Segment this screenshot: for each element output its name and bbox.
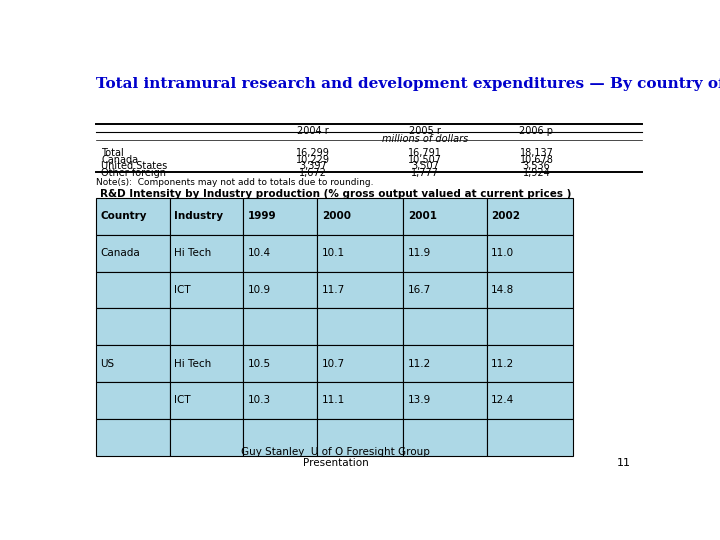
Text: 11.0: 11.0: [491, 248, 514, 258]
Text: United States: United States: [101, 161, 168, 171]
Text: 11.9: 11.9: [408, 248, 431, 258]
Text: 2002: 2002: [491, 211, 521, 221]
Text: 2000: 2000: [322, 211, 351, 221]
Text: 2004 r: 2004 r: [297, 125, 329, 136]
Text: 11.1: 11.1: [322, 395, 345, 406]
Text: 3,507: 3,507: [411, 161, 438, 171]
Bar: [169, 382, 243, 419]
Bar: [169, 308, 243, 345]
Bar: [403, 345, 487, 382]
Text: Canada: Canada: [100, 248, 140, 258]
Bar: [403, 419, 487, 456]
Text: Total intramural research and development expenditures — By country of control: Total intramural research and developmen…: [96, 77, 720, 91]
Bar: [487, 382, 572, 419]
Text: ICT: ICT: [174, 395, 191, 406]
Bar: [318, 345, 403, 382]
Bar: [403, 198, 487, 235]
Bar: [243, 272, 318, 308]
Text: 2006 p: 2006 p: [519, 125, 554, 136]
Text: 18,137: 18,137: [519, 148, 554, 158]
Bar: [96, 419, 169, 456]
Bar: [169, 198, 243, 235]
Bar: [318, 235, 403, 272]
Text: 3,536: 3,536: [523, 161, 550, 171]
Text: millions of dollars: millions of dollars: [382, 134, 468, 144]
Text: ICT: ICT: [174, 285, 191, 295]
Bar: [403, 235, 487, 272]
Bar: [169, 345, 243, 382]
Text: 2001: 2001: [408, 211, 437, 221]
Text: 1,924: 1,924: [523, 168, 550, 178]
Bar: [403, 382, 487, 419]
Bar: [243, 345, 318, 382]
Bar: [243, 308, 318, 345]
Bar: [96, 272, 169, 308]
Bar: [318, 308, 403, 345]
Text: Industry: Industry: [174, 211, 223, 221]
Text: 10.5: 10.5: [248, 359, 271, 369]
Text: 1999: 1999: [248, 211, 276, 221]
Text: 11.2: 11.2: [408, 359, 431, 369]
Text: 1,777: 1,777: [411, 168, 438, 178]
Bar: [318, 272, 403, 308]
Bar: [318, 419, 403, 456]
Text: 11.2: 11.2: [491, 359, 515, 369]
Bar: [487, 308, 572, 345]
Text: 10.1: 10.1: [322, 248, 345, 258]
Bar: [487, 345, 572, 382]
Text: 3,397: 3,397: [300, 161, 327, 171]
Text: 10.9: 10.9: [248, 285, 271, 295]
Text: 14.8: 14.8: [491, 285, 515, 295]
Bar: [487, 272, 572, 308]
Text: Hi Tech: Hi Tech: [174, 248, 211, 258]
Text: US: US: [100, 359, 114, 369]
Bar: [243, 235, 318, 272]
Text: 11.7: 11.7: [322, 285, 345, 295]
Bar: [169, 272, 243, 308]
Text: 16.7: 16.7: [408, 285, 431, 295]
Text: 1,672: 1,672: [300, 168, 327, 178]
Text: R&D Intensity by Industry production (% gross output valued at current prices ): R&D Intensity by Industry production (% …: [100, 188, 571, 199]
Text: Canada: Canada: [101, 154, 138, 165]
Bar: [243, 419, 318, 456]
Text: 12.4: 12.4: [491, 395, 515, 406]
Text: Hi Tech: Hi Tech: [174, 359, 211, 369]
Text: Note(s):  Components may not add to totals due to rounding.: Note(s): Components may not add to total…: [96, 178, 373, 187]
Text: Other foreign: Other foreign: [101, 168, 166, 178]
Bar: [243, 382, 318, 419]
Bar: [318, 198, 403, 235]
Text: 10.3: 10.3: [248, 395, 271, 406]
Text: 16,791: 16,791: [408, 148, 442, 158]
Bar: [169, 235, 243, 272]
Text: 10.7: 10.7: [322, 359, 345, 369]
Bar: [318, 382, 403, 419]
Bar: [96, 235, 169, 272]
Text: Guy Stanley  U of O Foresight Group
Presentation: Guy Stanley U of O Foresight Group Prese…: [241, 447, 430, 468]
Text: Total: Total: [101, 148, 124, 158]
Bar: [487, 419, 572, 456]
Text: 10,507: 10,507: [408, 154, 442, 165]
Bar: [96, 198, 169, 235]
Text: 2005 r: 2005 r: [409, 125, 441, 136]
Bar: [487, 198, 572, 235]
Bar: [96, 308, 169, 345]
Text: Country: Country: [100, 211, 147, 221]
Bar: [169, 419, 243, 456]
Text: 11: 11: [617, 458, 631, 468]
Bar: [96, 345, 169, 382]
Bar: [487, 235, 572, 272]
Bar: [403, 308, 487, 345]
Text: 13.9: 13.9: [408, 395, 431, 406]
Text: 10.4: 10.4: [248, 248, 271, 258]
Text: 10,678: 10,678: [519, 154, 554, 165]
Text: 16,299: 16,299: [296, 148, 330, 158]
Bar: [96, 382, 169, 419]
Bar: [403, 272, 487, 308]
Bar: [243, 198, 318, 235]
Text: 10,229: 10,229: [296, 154, 330, 165]
